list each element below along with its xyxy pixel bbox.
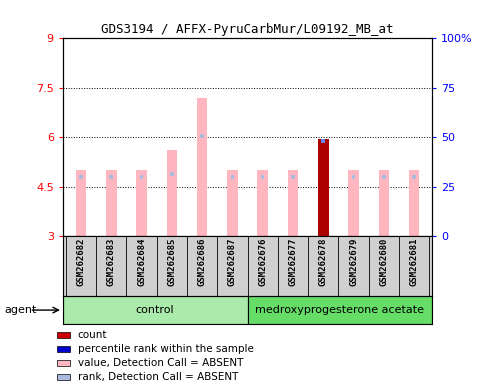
Text: GSM262685: GSM262685	[167, 238, 176, 286]
Text: GSM262683: GSM262683	[107, 238, 116, 286]
Bar	[291, 175, 295, 179]
Bar	[409, 170, 419, 236]
Bar	[57, 332, 70, 338]
Text: GSM262681: GSM262681	[410, 238, 419, 286]
Bar	[76, 170, 86, 236]
Text: control: control	[136, 305, 174, 315]
Bar	[352, 175, 355, 179]
Text: GSM262679: GSM262679	[349, 238, 358, 286]
Bar	[412, 175, 416, 179]
Bar	[227, 170, 238, 236]
Text: GSM262677: GSM262677	[288, 238, 298, 286]
Bar	[322, 139, 325, 143]
Text: value, Detection Call = ABSENT: value, Detection Call = ABSENT	[78, 358, 243, 368]
Bar	[57, 360, 70, 366]
Bar	[63, 296, 248, 324]
Bar	[140, 175, 143, 179]
Text: GSM262682: GSM262682	[76, 238, 85, 286]
Text: GSM262676: GSM262676	[258, 238, 267, 286]
Text: GSM262680: GSM262680	[379, 238, 388, 286]
Bar	[348, 170, 359, 236]
Bar	[167, 151, 177, 236]
Text: GSM262686: GSM262686	[198, 238, 207, 286]
Bar	[261, 175, 265, 179]
Bar	[379, 170, 389, 236]
Bar	[57, 346, 70, 353]
Bar	[318, 139, 328, 236]
Bar	[110, 175, 113, 179]
Text: count: count	[78, 330, 107, 340]
Bar	[288, 170, 298, 236]
Text: GSM262678: GSM262678	[319, 238, 328, 286]
Bar	[79, 175, 83, 179]
Bar	[230, 175, 234, 179]
Bar	[170, 172, 174, 175]
Bar	[248, 296, 432, 324]
Bar	[106, 170, 116, 236]
Text: medroxyprogesterone acetate: medroxyprogesterone acetate	[256, 305, 425, 315]
Text: agent: agent	[5, 305, 37, 315]
Bar	[257, 170, 268, 236]
Text: percentile rank within the sample: percentile rank within the sample	[78, 344, 254, 354]
Bar	[197, 98, 207, 236]
Bar	[200, 134, 204, 137]
Bar	[318, 139, 328, 236]
Text: GSM262684: GSM262684	[137, 238, 146, 286]
Bar	[57, 374, 70, 380]
Text: rank, Detection Call = ABSENT: rank, Detection Call = ABSENT	[78, 372, 238, 382]
Bar	[382, 175, 385, 179]
Text: GSM262687: GSM262687	[228, 238, 237, 286]
Title: GDS3194 / AFFX-PyruCarbMur/L09192_MB_at: GDS3194 / AFFX-PyruCarbMur/L09192_MB_at	[101, 23, 394, 36]
Bar	[136, 170, 147, 236]
